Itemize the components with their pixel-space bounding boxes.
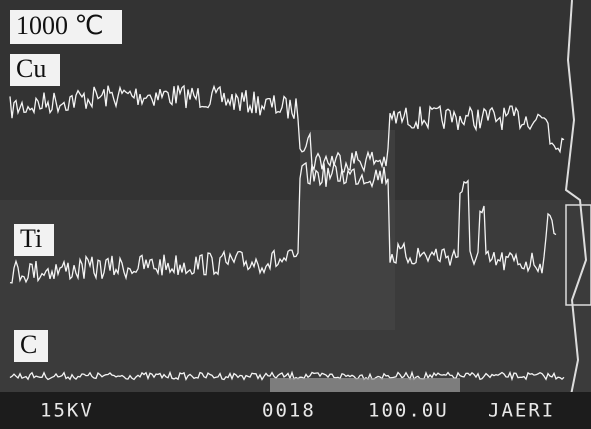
label-box <box>14 330 48 362</box>
line-scan <box>9 84 565 173</box>
edge-region <box>565 204 591 306</box>
label-box <box>14 224 54 256</box>
info-bar <box>0 392 591 429</box>
label-box <box>10 10 122 44</box>
label-box <box>10 54 60 86</box>
line-scans <box>9 84 565 382</box>
reaction-layer <box>300 130 395 330</box>
frame: 0018 <box>262 400 316 422</box>
trace-label: Ti <box>20 224 42 253</box>
trace-label: C <box>20 330 37 359</box>
voltage: 15KV <box>40 400 94 422</box>
line-scan <box>9 370 565 382</box>
temperature-label: 1000 ℃ <box>16 11 104 40</box>
scale: 100.0U <box>368 400 449 422</box>
interface-edge <box>564 0 588 429</box>
lab: JAERI <box>488 400 555 422</box>
trace-label: Cu <box>16 54 46 83</box>
line-scan <box>9 161 557 284</box>
scale-bar <box>270 378 460 392</box>
